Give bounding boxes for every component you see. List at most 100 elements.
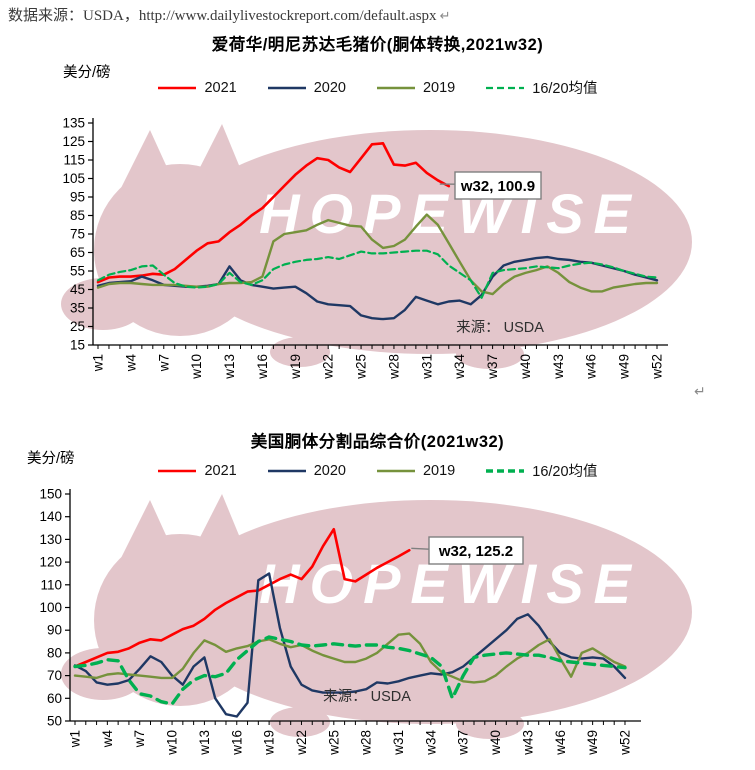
- y-tick-label: 110: [40, 577, 62, 592]
- x-tick-label: w13: [222, 354, 237, 380]
- y-tick-label: 35: [70, 301, 85, 316]
- x-tick-label: w40: [518, 354, 533, 380]
- y-tick-label: 80: [47, 645, 62, 660]
- x-tick-label: w43: [520, 730, 535, 756]
- legend-label: 2021: [204, 79, 237, 96]
- legend-item-16/20均值: 16/20均值: [485, 460, 598, 481]
- source-note: 来源： USDA: [323, 688, 411, 705]
- x-tick-label: w49: [585, 730, 600, 756]
- watermark-pig-ear: [190, 124, 250, 192]
- legend-swatch-line: [158, 86, 197, 89]
- watermark-pig-snout: [61, 648, 145, 700]
- annotation-box: [454, 171, 542, 200]
- legend-item-2019: 2019: [376, 463, 455, 479]
- legend-swatch-line: [376, 86, 415, 89]
- x-tick-label: w28: [359, 730, 374, 756]
- x-tick-label: w1: [91, 354, 106, 372]
- x-tick-label: w40: [488, 730, 503, 756]
- legend-swatch-line: [267, 469, 306, 472]
- y-tick-label: 85: [70, 208, 85, 223]
- x-tick-label: w52: [650, 354, 665, 380]
- annotation-box: [428, 536, 524, 565]
- legend-label: 2019: [422, 462, 456, 479]
- doc-source-text: 数据来源：USDA，http://www.dailylivestockrepor…: [8, 8, 437, 24]
- annotation-label: w32, 100.9: [460, 178, 535, 195]
- x-tick-label: w1: [68, 730, 83, 748]
- chart2-legend: 2021 2020 2019 16/20均值: [0, 460, 755, 481]
- legend-label: 16/20均值: [532, 464, 598, 480]
- y-tick-label: 95: [70, 190, 85, 205]
- y-tick-label: 60: [47, 691, 62, 706]
- x-tick-label: w52: [617, 730, 632, 756]
- y-tick-label: 75: [70, 227, 85, 242]
- y-tick-label: 65: [70, 245, 85, 260]
- legend-swatch-line: [267, 86, 306, 89]
- chart1-title: 爱荷华/明尼苏达毛猪价(胴体转换,2021w32): [211, 36, 544, 54]
- x-tick-label: w25: [354, 354, 369, 380]
- series-16/20均值-line: [73, 635, 627, 706]
- legend-label: 2021: [204, 462, 237, 479]
- y-tick-label: 120: [39, 555, 62, 570]
- legend-item-2020: 2020: [267, 80, 346, 96]
- legend-swatch-line: [158, 469, 197, 472]
- x-tick-label: w31: [419, 354, 434, 380]
- x-tick-label: w19: [288, 354, 303, 380]
- y-tick-label: 25: [70, 319, 85, 334]
- x-tick-label: w37: [485, 354, 500, 380]
- legend-swatch-line: [486, 86, 525, 89]
- watermark-pig-ear: [118, 130, 180, 196]
- x-tick-label: w7: [156, 354, 171, 372]
- source-note: 来源： USDA: [456, 319, 544, 336]
- return-mark-icon: ↵: [439, 8, 451, 23]
- x-tick-label: w22: [321, 354, 336, 380]
- legend-item-2019: 2019: [376, 80, 455, 96]
- y-tick-label: 125: [62, 134, 85, 149]
- watermark-pig-ear: [118, 500, 180, 566]
- watermark-pig-ear: [190, 494, 250, 562]
- legend-item-2021: 2021: [157, 79, 237, 96]
- legend-item-2021: 2021: [157, 462, 237, 479]
- series-2021-line: [96, 142, 451, 284]
- legend-swatch-line: [376, 469, 415, 472]
- watermark-pig-foot: [270, 707, 330, 737]
- y-tick-label: 70: [47, 668, 62, 683]
- x-tick-label: w43: [551, 354, 566, 380]
- y-tick-label: 115: [63, 153, 85, 168]
- x-tick-label: w31: [391, 730, 406, 756]
- y-tick-label: 55: [70, 264, 85, 279]
- x-tick-label: w46: [584, 354, 599, 380]
- y-tick-label: 100: [39, 600, 62, 615]
- legend-item-2020: 2020: [267, 463, 346, 479]
- x-tick-label: w28: [386, 354, 401, 380]
- y-tick-label: 140: [39, 509, 62, 524]
- x-tick-label: w49: [617, 354, 632, 380]
- chart2-y-unit-label: 美分/磅: [27, 451, 75, 467]
- watermark-pig-body: [168, 500, 692, 724]
- legend-label: 2020: [313, 79, 346, 96]
- watermark-pig-body: [168, 130, 692, 354]
- y-tick-label: 50: [47, 714, 62, 729]
- x-tick-label: w46: [553, 730, 568, 756]
- legend-label: 2020: [313, 462, 346, 479]
- series-2021-line: [73, 527, 411, 668]
- watermark-pig-snout: [61, 278, 145, 330]
- y-tick-label: 150: [39, 487, 62, 502]
- x-tick-label: w34: [452, 354, 467, 380]
- x-tick-label: w4: [123, 354, 138, 373]
- y-tick-label: 15: [70, 338, 85, 353]
- legend-label: 2019: [422, 79, 456, 96]
- doc-source-line: 数据来源：USDA，http://www.dailylivestockrepor…: [8, 4, 450, 25]
- annotation-label: w32, 125.2: [438, 543, 513, 560]
- legend-label: 16/20均值: [532, 81, 598, 97]
- y-tick-label: 45: [70, 282, 85, 297]
- watermark-pig-foot: [456, 709, 524, 739]
- x-tick-label: w16: [229, 730, 244, 756]
- y-tick-label: 105: [62, 171, 85, 186]
- series-2020-line: [73, 572, 627, 718]
- chart1-y-unit-label: 美分/磅: [63, 65, 111, 81]
- x-tick-label: w13: [197, 730, 212, 756]
- series-2019-line: [73, 632, 627, 684]
- annotation-leader: [411, 547, 430, 550]
- x-tick-label: w10: [165, 730, 180, 756]
